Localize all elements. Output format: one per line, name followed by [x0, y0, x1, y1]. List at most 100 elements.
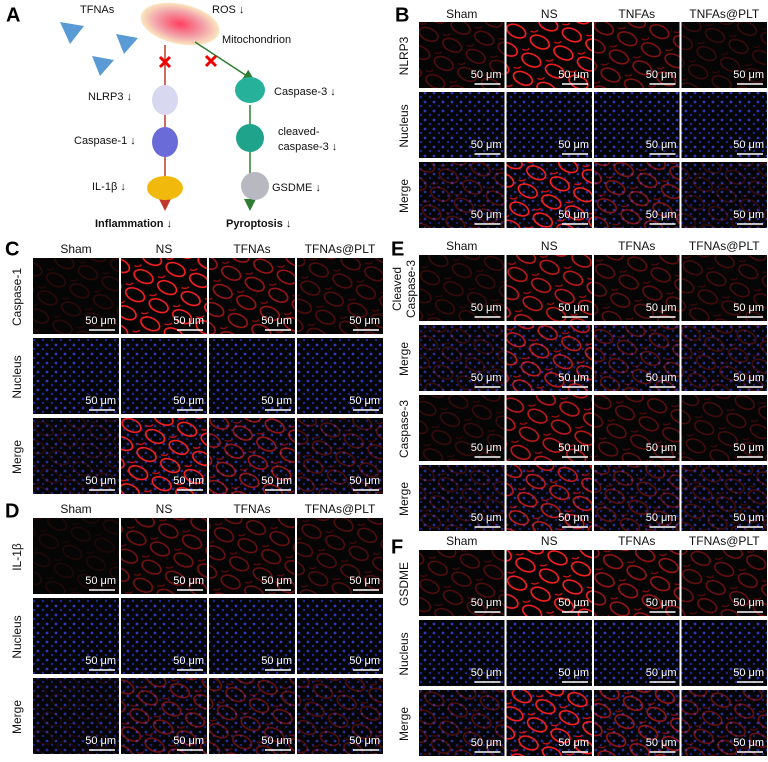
scale-label: 50 μm	[733, 667, 764, 679]
nuclei	[121, 338, 207, 414]
row-label: NLRP3	[397, 36, 411, 75]
column-header: NS	[541, 7, 558, 21]
stain	[121, 518, 207, 594]
column-header: NS	[156, 242, 173, 256]
nuclei	[33, 338, 119, 414]
schematic-label: NLRP3 ↓	[88, 91, 132, 103]
stain	[594, 465, 680, 531]
panel-letter: E	[391, 238, 404, 260]
column-header: NS	[541, 239, 558, 253]
column-header: Sham	[60, 242, 91, 256]
scale-label: 50 μm	[733, 139, 764, 151]
stain	[209, 678, 295, 754]
row-label-line: GSDME	[397, 562, 411, 606]
micrograph: 50 μm	[33, 598, 119, 674]
scale-label: 50 μm	[349, 655, 380, 667]
stain	[594, 690, 680, 756]
nuclei	[419, 620, 505, 686]
micrograph: 50 μm	[681, 92, 767, 158]
scale-label: 50 μm	[261, 575, 292, 587]
micrograph: 50 μm	[419, 395, 505, 461]
stain	[594, 395, 680, 461]
stain	[297, 518, 383, 594]
nuclei	[506, 92, 592, 158]
micrograph: 50 μm	[419, 325, 505, 391]
column-header: Sham	[446, 534, 477, 548]
scale-label: 50 μm	[349, 395, 380, 407]
stain	[506, 550, 592, 616]
stain	[681, 550, 767, 616]
stain	[594, 325, 680, 391]
column-header: TFNAs	[233, 502, 270, 516]
scale-label: 50 μm	[85, 475, 116, 487]
nuclei	[209, 338, 295, 414]
stain	[419, 325, 505, 391]
stain	[594, 22, 680, 88]
row-label-line: Caspase-3	[404, 260, 418, 318]
nuclei	[209, 598, 295, 674]
micrograph: 50 μm	[594, 465, 680, 531]
stain	[681, 255, 767, 321]
scale-label: 50 μm	[261, 475, 292, 487]
schematic-label: TFNAs	[80, 4, 115, 16]
row-label: Merge	[10, 440, 24, 474]
scale-label: 50 μm	[733, 512, 764, 524]
row-label-line: Caspase-3	[397, 400, 411, 458]
stain	[506, 465, 592, 531]
column-header: TFNAs@PLT	[305, 502, 376, 516]
micrograph: 50 μm	[121, 598, 207, 674]
scale-label: 50 μm	[646, 737, 677, 749]
nuclei	[681, 620, 767, 686]
micrograph: 50 μm	[419, 550, 505, 616]
nuclei	[297, 598, 383, 674]
micrograph: 50 μm	[297, 338, 383, 414]
row-label-line: Nucleus	[10, 355, 24, 398]
column-header: Sham	[60, 502, 91, 516]
stain	[33, 418, 119, 494]
scale-label: 50 μm	[173, 735, 204, 747]
micrograph: 50 μm	[419, 465, 505, 531]
schematic-label: Inflammation ↓	[95, 218, 172, 230]
micrograph: 50 μm	[121, 338, 207, 414]
micrograph: 50 μm	[594, 162, 680, 228]
scale-label: 50 μm	[646, 597, 677, 609]
column-header: TFNAs@PLT	[305, 242, 376, 256]
micrograph: 50 μm	[121, 518, 207, 594]
micrograph: 50 μm	[506, 690, 592, 756]
scale-label: 50 μm	[558, 667, 589, 679]
schematic-label: ROS ↓	[212, 4, 244, 16]
scale-label: 50 μm	[349, 575, 380, 587]
stain	[506, 22, 592, 88]
row-label-line: Merge	[397, 179, 411, 213]
scale-label: 50 μm	[646, 139, 677, 151]
stain	[33, 258, 119, 334]
scale-label: 50 μm	[646, 512, 677, 524]
scale-label: 50 μm	[471, 442, 502, 454]
column-header: NS	[541, 534, 558, 548]
micrograph: 50 μm	[594, 620, 680, 686]
scale-label: 50 μm	[471, 597, 502, 609]
micrograph: 50 μm	[33, 338, 119, 414]
column-header: TFNAs	[618, 239, 655, 253]
micrograph: 50 μm	[594, 395, 680, 461]
row-label: Nucleus	[397, 632, 411, 675]
schematic-label: Caspase-3 ↓	[274, 86, 336, 98]
scale-label: 50 μm	[733, 209, 764, 221]
scale-label: 50 μm	[471, 139, 502, 151]
scale-label: 50 μm	[173, 575, 204, 587]
micrograph: 50 μm	[594, 255, 680, 321]
stain	[681, 395, 767, 461]
panel-letter: F	[391, 536, 403, 558]
stain	[121, 418, 207, 494]
stain	[209, 258, 295, 334]
micrograph: 50 μm	[594, 92, 680, 158]
row-label: Merge	[397, 482, 411, 516]
nuclei	[33, 598, 119, 674]
scale-label: 50 μm	[85, 315, 116, 327]
stain	[209, 418, 295, 494]
scale-label: 50 μm	[733, 737, 764, 749]
row-label: Nucleus	[10, 355, 24, 398]
row-label-line: NLRP3	[397, 36, 411, 75]
micrograph: 50 μm	[681, 550, 767, 616]
panel-letter: C	[5, 238, 19, 260]
